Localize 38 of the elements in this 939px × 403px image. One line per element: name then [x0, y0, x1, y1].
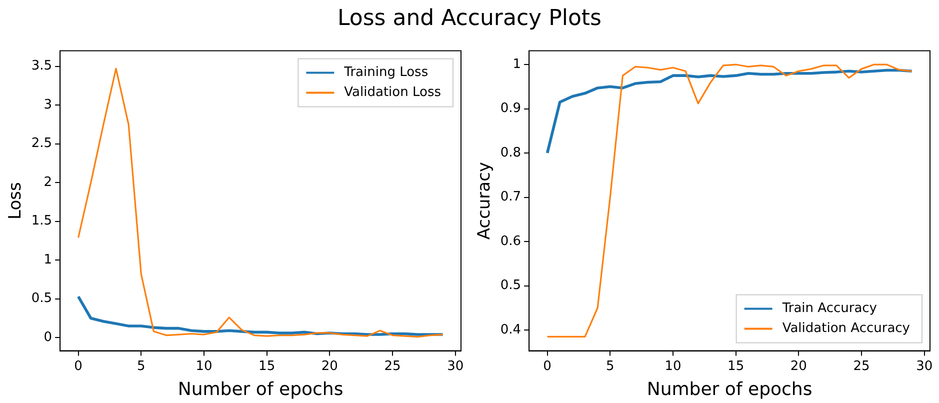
chart-title: Loss and Accuracy Plots: [336, 6, 602, 31]
x-axis-title: Number of epochs: [178, 378, 344, 400]
y-axis-title: Accuracy: [474, 162, 495, 240]
y-tick-label: 0: [44, 330, 52, 345]
x-tick-label: 25: [853, 358, 870, 374]
y-axis-title: Loss: [6, 182, 26, 220]
legend-label: Train Accuracy: [781, 301, 878, 316]
x-tick-label: 25: [384, 358, 401, 374]
x-tick-label: 20: [321, 358, 338, 374]
x-tick-label: 20: [790, 358, 807, 374]
x-tick-label: 30: [916, 358, 933, 374]
x-tick-label: 30: [447, 358, 464, 374]
y-tick-label: 1.5: [31, 214, 52, 229]
y-tick-label: 0.7: [500, 190, 522, 205]
y-tick-label: 2: [44, 174, 52, 190]
x-tick-label: 10: [664, 358, 682, 374]
legend-label: Training Loss: [343, 65, 428, 80]
y-tick-label: 3.5: [31, 58, 52, 74]
legend-label: Validation Accuracy: [782, 321, 910, 336]
y-tick-label: 1: [44, 252, 52, 268]
y-tick-label: 2.5: [31, 136, 52, 152]
x-tick-label: 15: [728, 358, 744, 374]
y-tick-label: 0.5: [31, 291, 52, 306]
x-tick-label: 5: [606, 358, 614, 374]
y-tick-label: 0.8: [500, 145, 522, 160]
x-tick-label: 10: [196, 358, 212, 374]
y-tick-label: 0.5: [500, 278, 522, 294]
y-tick-label: 3: [44, 97, 52, 112]
y-tick-label: 1: [512, 56, 522, 72]
y-tick-label: 0.6: [500, 234, 522, 249]
x-tick-label: 0: [543, 358, 552, 374]
x-tick-label: 0: [74, 358, 82, 374]
y-tick-label: 0.4: [500, 322, 522, 338]
legend-label: Validation Loss: [344, 85, 442, 100]
x-axis-title: Number of epochs: [646, 378, 812, 400]
y-tick-label: 0.9: [500, 101, 522, 116]
x-tick-label: 5: [137, 358, 146, 374]
x-tick-label: 15: [258, 358, 276, 374]
